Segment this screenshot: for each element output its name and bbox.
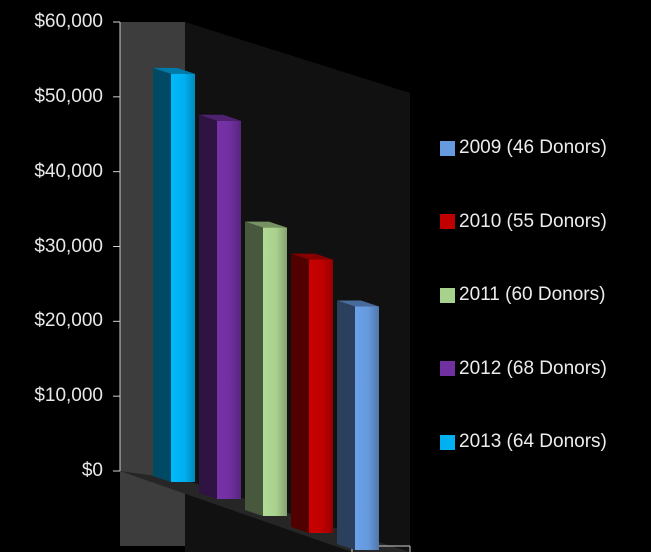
bar-side-face [337, 300, 355, 550]
legend-item: 2010 (55 Donors) [440, 210, 607, 234]
bar-side-face [153, 67, 171, 482]
bar-top-face [199, 114, 241, 121]
legend-label: 2010 (55 Donors) [459, 210, 607, 232]
bar-front-face [355, 306, 379, 550]
legend-label: 2011 (60 Donors) [459, 284, 606, 305]
legend-item: 2013 (64 Donors) [440, 430, 607, 454]
bar-top-face [153, 67, 195, 74]
legend-swatch [440, 140, 455, 156]
y-tick-label: $30,000 [34, 235, 103, 257]
legend-swatch [440, 287, 455, 303]
bar-side-face [199, 114, 217, 500]
legend-label: 2013 (64 Donors) [459, 431, 607, 452]
bar-2009 [337, 300, 379, 550]
legend-item: 2009 (46 Donors) [440, 136, 607, 160]
y-tick-label: $50,000 [34, 85, 103, 107]
legend-swatch [440, 214, 455, 229]
bar-side-face [245, 221, 263, 516]
legend-swatch [440, 361, 455, 376]
bar-top-face [291, 253, 333, 260]
bar-2010 [291, 253, 333, 534]
bar-2011 [245, 221, 287, 516]
legend-label: 2012 (68 Donors) [459, 357, 607, 379]
bar-2013 [153, 67, 195, 482]
bar-front-face [263, 227, 287, 516]
legend-label: 2009 (46 Donors) [459, 137, 607, 158]
y-tick-label: $40,000 [34, 160, 103, 182]
bar-front-face [217, 120, 241, 500]
bar-top-face [337, 300, 379, 307]
y-tick-label: $20,000 [34, 310, 103, 332]
bar-front-face [309, 259, 333, 533]
y-tick-label: $60,000 [34, 11, 103, 32]
legend: 2009 (46 Donors) 2010 (55 Donors) 2011 (60… [440, 0, 651, 552]
legend-item: 2012 (68 Donors) [440, 357, 607, 381]
y-tick-label: $0 [81, 460, 103, 481]
bar-top-face [245, 221, 287, 228]
legend-swatch [440, 434, 455, 450]
legend-item: 2011 (60 Donors) [440, 283, 605, 307]
bar-2012 [199, 114, 241, 500]
bar-side-face [291, 253, 309, 534]
y-tick-label: $10,000 [34, 385, 103, 407]
chart-bars [153, 67, 379, 550]
bar-front-face [171, 73, 195, 482]
